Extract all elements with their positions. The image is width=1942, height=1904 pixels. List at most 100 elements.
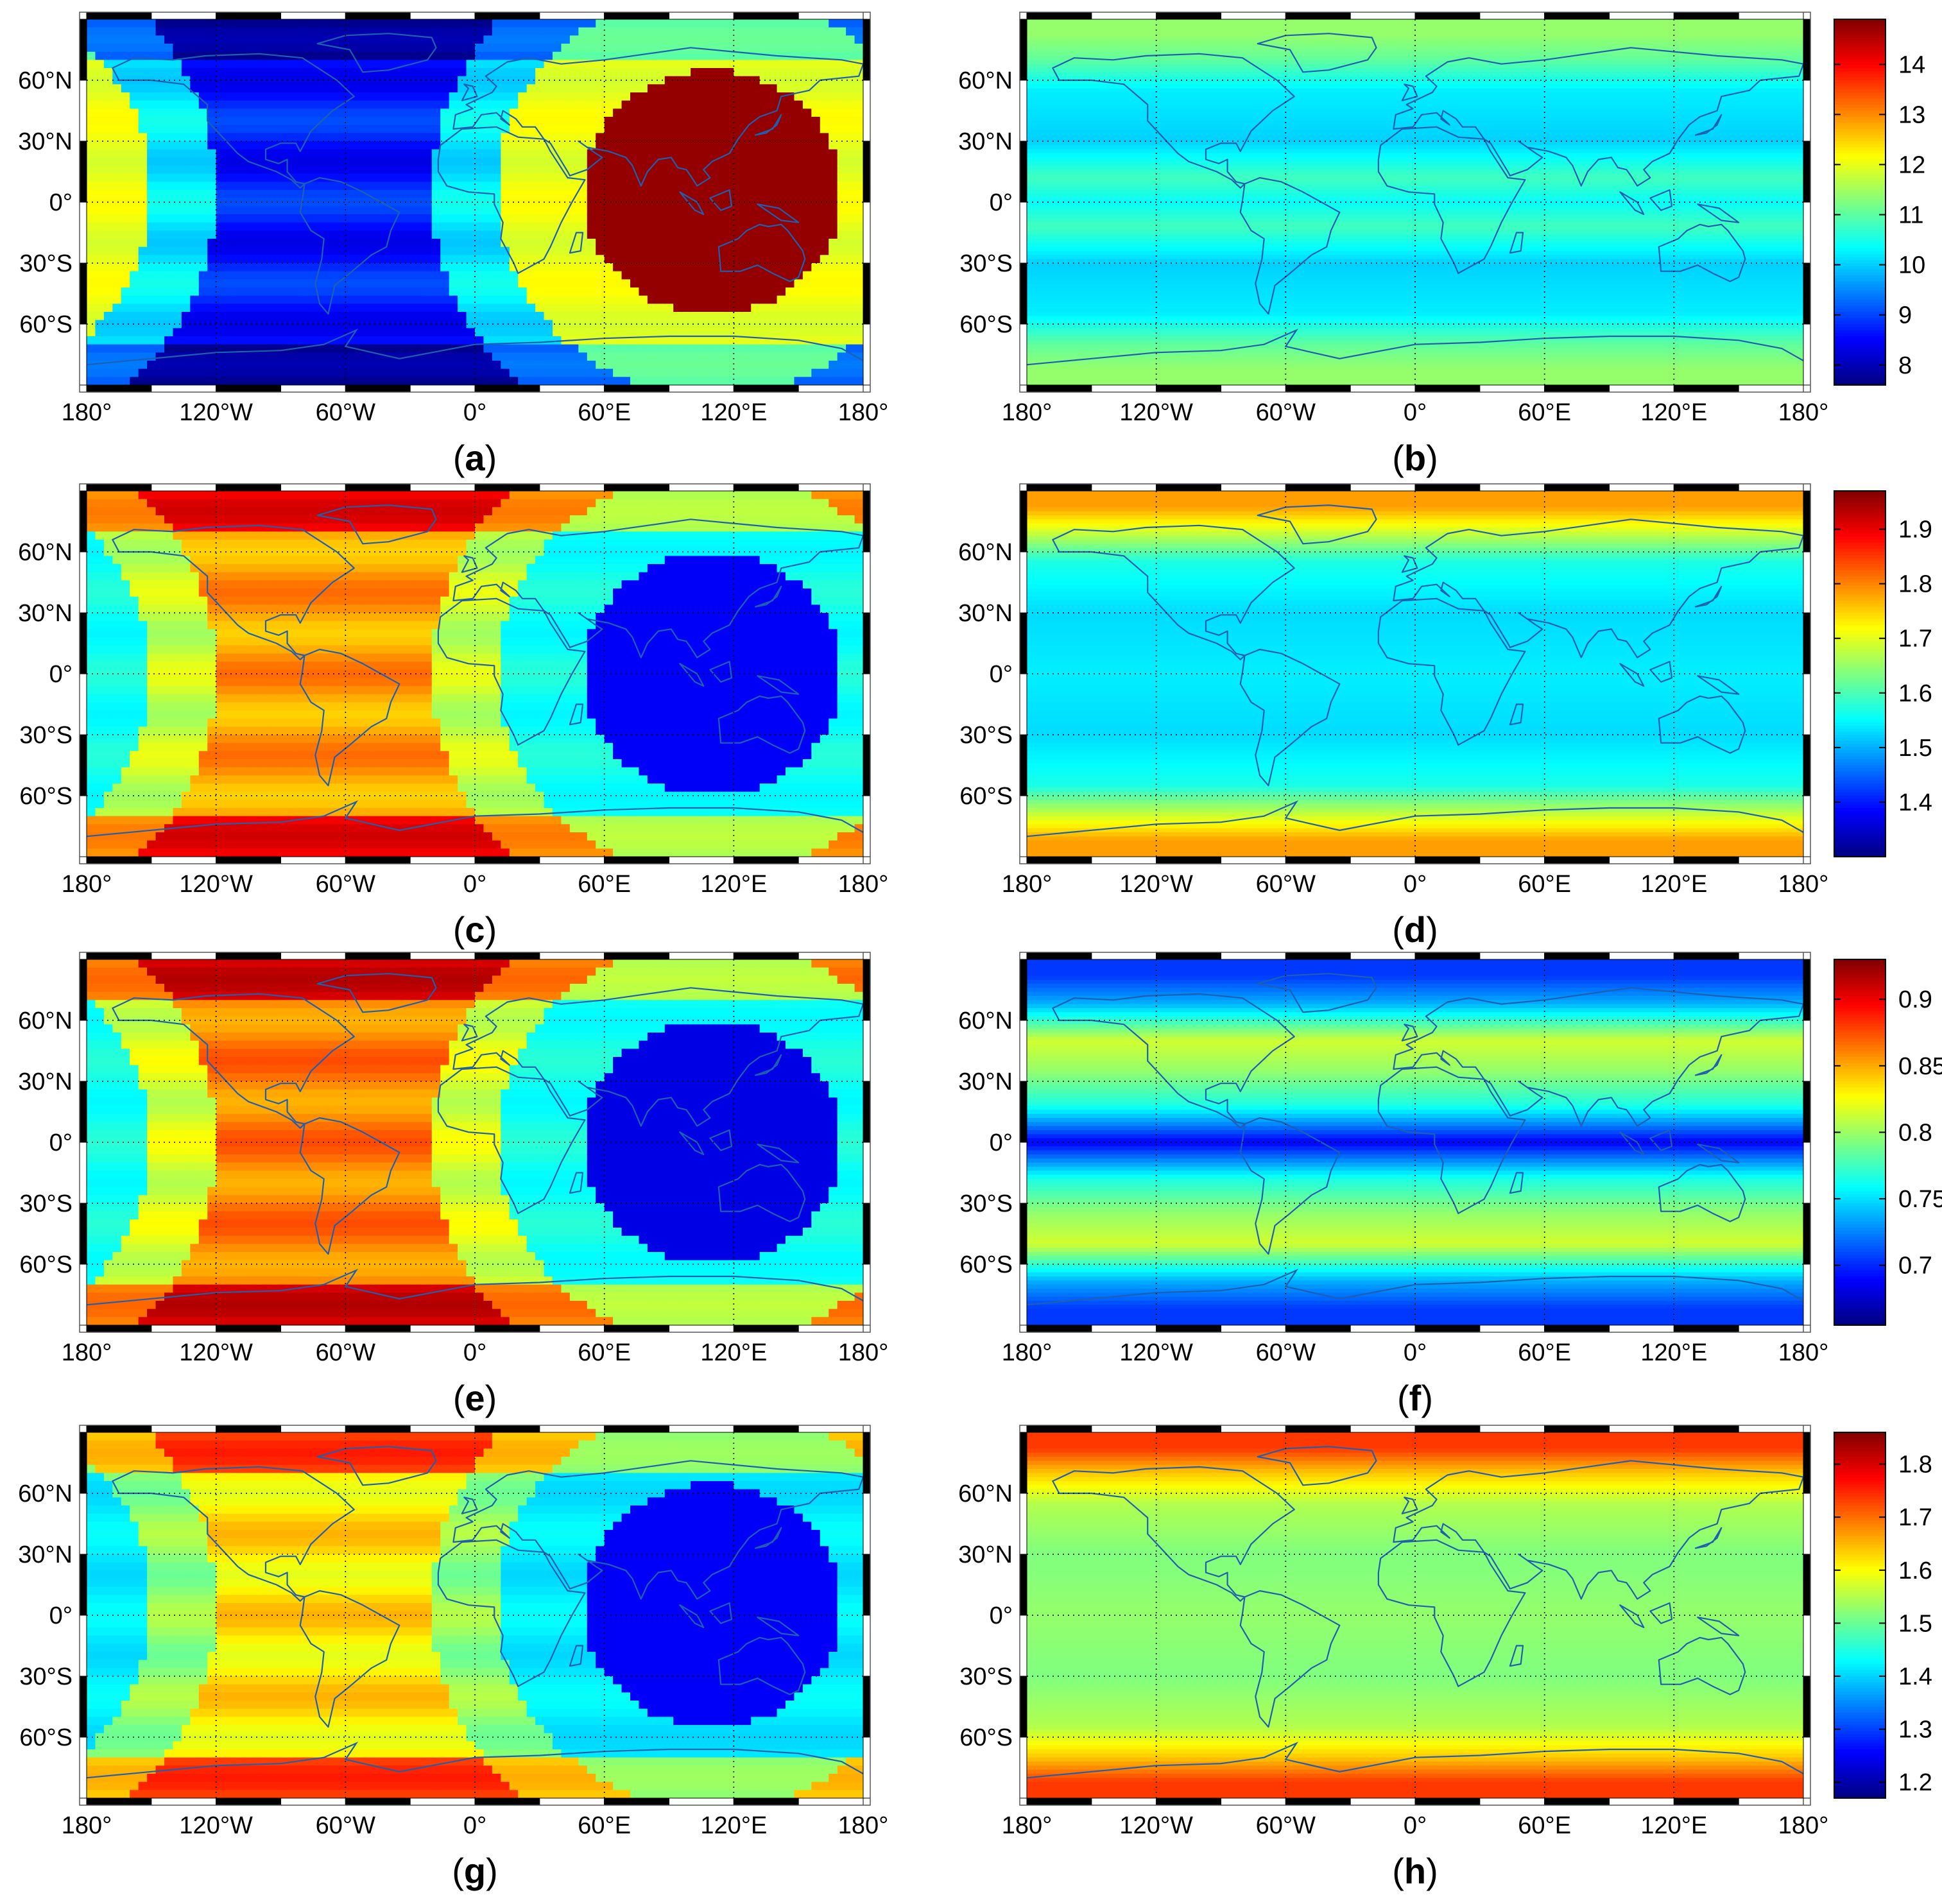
colorbar-3: 0.7 0.75 0.8 0.85 0.9	[1834, 959, 1942, 1326]
lat-tick-label: 60°N	[958, 1008, 1013, 1034]
lon-tick-label: 120°E	[1640, 871, 1707, 898]
colorbar-tick-label: 0.8	[1898, 1119, 1932, 1146]
map-panel-e-frame	[79, 952, 871, 1333]
colorbar-2: 1.4 1.5 1.6 1.7 1.8 1.9	[1834, 490, 1932, 857]
lon-tick-label: 60°W	[1256, 1339, 1316, 1366]
colorbar-tick-label: 1.6	[1898, 1557, 1932, 1584]
lat-tick-label: 30°S	[19, 722, 73, 749]
lon-tick-label: 0°	[1404, 399, 1427, 426]
lon-tick-label: 0°	[463, 399, 486, 426]
colorbar-tick-label: 13	[1898, 101, 1925, 128]
lat-tick-label: 60°S	[19, 1251, 73, 1278]
map-panel-f-frame	[1019, 952, 1811, 1333]
lat-tick-label: 0°	[990, 189, 1013, 216]
lon-tick-label: 120°W	[179, 399, 253, 426]
map-panel-g-field	[87, 1432, 864, 1799]
lon-tick-label: 60°E	[578, 871, 631, 898]
map-panel-d-frame	[1019, 483, 1811, 864]
lon-tick-label: 0°	[1404, 871, 1427, 898]
colorbar-tick-label: 0.85	[1898, 1053, 1942, 1080]
panel-label: (a)	[453, 438, 497, 478]
colorbar-tick-label: 10	[1898, 252, 1925, 279]
map-panel-g-gridlines	[87, 1432, 863, 1798]
lat-tick-label: 30°N	[958, 128, 1013, 155]
lon-tick-label: 60°W	[316, 871, 375, 898]
map-panel-c-field	[87, 491, 864, 857]
lat-tick-label: 30°S	[19, 1663, 73, 1690]
map-panel-a-gridlines	[87, 19, 863, 385]
colorbar-tick-label: 1.7	[1898, 626, 1932, 653]
lon-tick-label: 180°	[1002, 1812, 1053, 1839]
panel-label: (c)	[453, 909, 497, 950]
colorbar-tick-label: 1.8	[1898, 1452, 1932, 1479]
lon-tick-label: 180°	[1778, 871, 1829, 898]
lon-tick-label: 60°E	[1518, 399, 1571, 426]
lat-tick-label: 60°N	[18, 67, 73, 94]
panel-label: (f)	[1397, 1378, 1433, 1418]
lat-tick-label: 30°S	[959, 1190, 1013, 1217]
lat-tick-label: 30°N	[958, 600, 1013, 627]
lon-tick-label: 180°	[62, 399, 112, 426]
map-panel-b-coastline	[1026, 33, 1805, 366]
map-panel-g-coastline	[86, 1446, 864, 1779]
lat-tick-label: 30°N	[18, 128, 73, 155]
map-panel-e-coastline	[86, 973, 864, 1306]
lon-tick-label: 180°	[838, 1812, 889, 1839]
colorbar-tick-label: 11	[1898, 202, 1923, 229]
colorbar-tick-label: 8	[1898, 352, 1912, 379]
lat-tick-label: 0°	[49, 189, 73, 216]
lat-tick-label: 60°N	[18, 1480, 73, 1507]
lon-tick-label: 120°W	[1119, 1812, 1193, 1839]
lat-tick-label: 60°S	[19, 1724, 73, 1751]
panel-label: (h)	[1392, 1851, 1438, 1891]
colorbar-1: 8 9 10 11 12 13 14	[1834, 19, 1925, 386]
map-panel-a-frame	[79, 12, 871, 393]
lon-tick-label: 180°	[62, 871, 112, 898]
lat-tick-label: 60°S	[959, 1724, 1013, 1751]
colorbar-tick-label: 1.5	[1898, 735, 1932, 762]
colorbar-tick-label: 1.6	[1898, 680, 1932, 707]
lon-tick-label: 60°W	[316, 1812, 375, 1839]
lat-tick-label: 30°S	[959, 722, 1013, 749]
lat-tick-label: 60°S	[959, 783, 1013, 810]
colorbar-tick-label: 1.4	[1898, 789, 1932, 816]
map-panel-d-coastline	[1026, 504, 1805, 837]
colorbar-tick-label: 1.7	[1898, 1504, 1932, 1531]
colorbar-tick-label: 0.75	[1898, 1186, 1942, 1213]
lon-tick-label: 120°E	[700, 1339, 767, 1366]
map-panel-h-coastline	[1026, 1446, 1805, 1779]
lon-tick-label: 180°	[62, 1339, 112, 1366]
colorbar-tick-label: 1.2	[1898, 1769, 1932, 1796]
lat-tick-label: 30°N	[18, 600, 73, 627]
lon-tick-label: 60°E	[1518, 1812, 1571, 1839]
panel-label: (g)	[452, 1851, 498, 1891]
lat-tick-label: 0°	[49, 1602, 73, 1629]
map-panel-c-frame	[79, 483, 871, 864]
lat-tick-label: 60°S	[959, 311, 1013, 338]
lon-tick-label: 180°	[1002, 871, 1053, 898]
lat-tick-label: 0°	[49, 661, 73, 688]
lat-tick-label: 60°N	[958, 67, 1013, 94]
colorbar-4: 1.2 1.3 1.4 1.5 1.6 1.7 1.8	[1834, 1432, 1932, 1799]
lon-tick-label: 60°W	[1256, 871, 1316, 898]
map-panel-f-coastline	[1026, 973, 1805, 1306]
lon-tick-label: 120°W	[1119, 1339, 1193, 1366]
lat-tick-label: 30°S	[959, 1663, 1013, 1690]
lon-tick-label: 60°W	[316, 1339, 375, 1366]
lon-tick-label: 60°E	[578, 1339, 631, 1366]
lat-tick-label: 60°N	[958, 1480, 1013, 1507]
lat-tick-label: 30°S	[959, 250, 1013, 277]
map-panel-a-field	[87, 19, 864, 386]
lat-tick-label: 30°N	[18, 1541, 73, 1568]
colorbar-tick-label: 1.9	[1898, 517, 1932, 544]
lon-tick-label: 120°E	[700, 399, 767, 426]
lon-tick-label: 180°	[1002, 399, 1053, 426]
lon-tick-label: 120°E	[1640, 399, 1707, 426]
lon-tick-label: 120°E	[700, 1812, 767, 1839]
lat-tick-label: 0°	[49, 1129, 73, 1156]
lon-tick-label: 120°E	[1640, 1812, 1707, 1839]
lat-tick-label: 60°N	[18, 539, 73, 566]
lon-tick-label: 60°E	[578, 399, 631, 426]
lon-tick-label: 120°W	[1119, 871, 1193, 898]
